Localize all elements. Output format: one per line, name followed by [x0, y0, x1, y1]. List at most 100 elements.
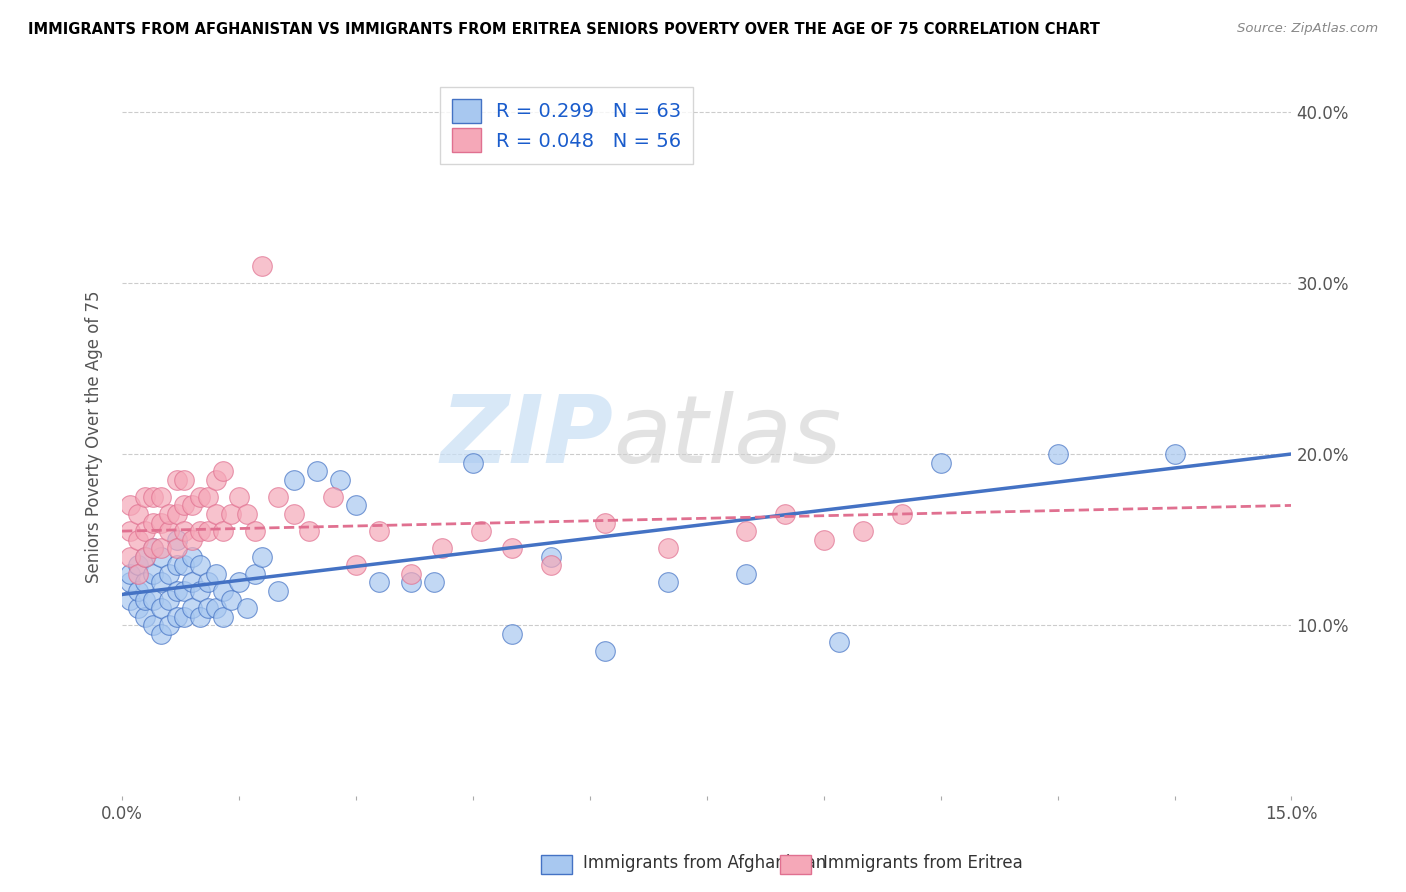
Point [540, 549, 562, 564]
Point [344, 499, 367, 513]
Point [657, 541, 679, 556]
Point [166, 558, 188, 573]
Point [252, 549, 274, 564]
Point [236, 601, 259, 615]
Point [204, 507, 226, 521]
Point [197, 575, 219, 590]
Point [118, 592, 141, 607]
Point [150, 516, 173, 530]
Point [204, 473, 226, 487]
Point [173, 473, 195, 487]
Point [188, 524, 211, 538]
Point [501, 627, 523, 641]
Point [150, 601, 173, 615]
Point [813, 533, 835, 547]
Point [267, 584, 290, 599]
Text: atlas: atlas [613, 392, 841, 483]
Point [219, 592, 242, 607]
Point [212, 609, 235, 624]
Point [134, 549, 156, 564]
Point [540, 558, 562, 573]
Point [118, 566, 141, 581]
Point [173, 584, 195, 599]
Point [134, 549, 156, 564]
Point [322, 490, 344, 504]
Point [127, 584, 149, 599]
Point [852, 524, 875, 538]
Point [188, 584, 211, 599]
Point [1046, 447, 1069, 461]
Point [368, 524, 391, 538]
Point [173, 499, 195, 513]
Point [134, 592, 156, 607]
Point [181, 499, 204, 513]
Point [134, 609, 156, 624]
Point [243, 524, 266, 538]
Point [118, 524, 141, 538]
Point [157, 566, 180, 581]
Point [181, 549, 204, 564]
Y-axis label: Seniors Poverty Over the Age of 75: Seniors Poverty Over the Age of 75 [86, 291, 103, 583]
Point [142, 592, 165, 607]
Point [118, 499, 141, 513]
Point [127, 566, 149, 581]
Point [204, 566, 226, 581]
Point [283, 473, 305, 487]
Point [197, 601, 219, 615]
Point [188, 558, 211, 573]
Point [142, 566, 165, 581]
Point [181, 533, 204, 547]
Point [305, 464, 328, 478]
Point [470, 524, 492, 538]
Point [501, 541, 523, 556]
Point [188, 609, 211, 624]
Point [166, 533, 188, 547]
Point [734, 524, 756, 538]
Point [212, 584, 235, 599]
Point [197, 524, 219, 538]
Point [134, 524, 156, 538]
Point [344, 558, 367, 573]
Point [283, 507, 305, 521]
Point [329, 473, 352, 487]
Text: Immigrants from Eritrea: Immigrants from Eritrea [823, 854, 1022, 871]
Point [399, 575, 422, 590]
Point [173, 558, 195, 573]
Point [773, 507, 796, 521]
Point [595, 644, 617, 658]
Point [430, 541, 453, 556]
Point [150, 575, 173, 590]
Point [150, 490, 173, 504]
Point [166, 541, 188, 556]
Point [127, 533, 149, 547]
Point [212, 464, 235, 478]
Point [150, 541, 173, 556]
Point [142, 541, 165, 556]
Point [142, 490, 165, 504]
Point [166, 584, 188, 599]
Point [1163, 447, 1185, 461]
Point [252, 259, 274, 273]
Point [181, 575, 204, 590]
Point [157, 524, 180, 538]
Point [166, 609, 188, 624]
Point [267, 490, 290, 504]
Point [127, 601, 149, 615]
Point [298, 524, 321, 538]
Point [461, 456, 484, 470]
Point [118, 549, 141, 564]
Point [228, 490, 250, 504]
Point [157, 618, 180, 632]
Point [142, 618, 165, 632]
Point [166, 507, 188, 521]
Point [142, 516, 165, 530]
Point [127, 558, 149, 573]
Point [243, 566, 266, 581]
Point [134, 575, 156, 590]
Point [368, 575, 391, 590]
Point [150, 549, 173, 564]
Point [657, 575, 679, 590]
Point [734, 566, 756, 581]
Legend: R = 0.299   N = 63, R = 0.048   N = 56: R = 0.299 N = 63, R = 0.048 N = 56 [440, 87, 693, 164]
Point [212, 524, 235, 538]
